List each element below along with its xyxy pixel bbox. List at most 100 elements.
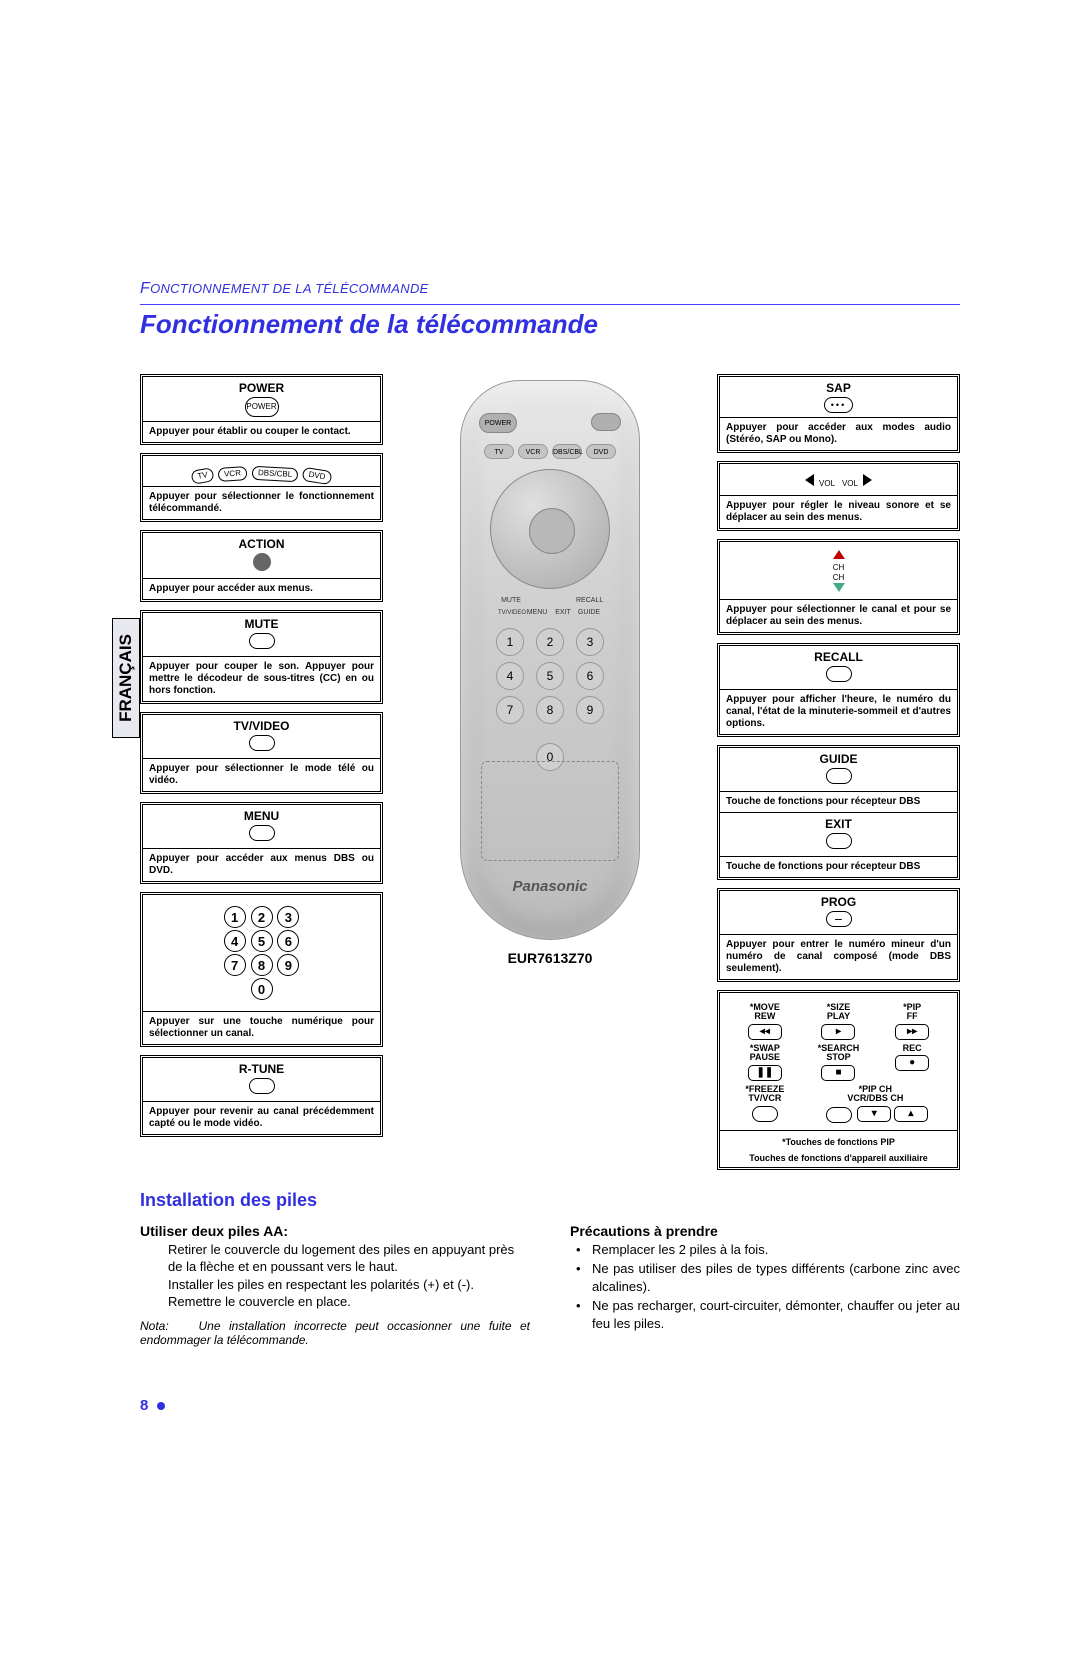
fn-box: *MOVE REW◂◂*SIZE PLAY▸*PIP FF▸▸*SWAP PAU… <box>717 990 960 1170</box>
numpad-desc: Appuyer sur une touche numérique pour sé… <box>149 1016 374 1040</box>
exit-label: EXIT <box>726 817 951 831</box>
num-3: 3 <box>277 906 299 928</box>
fn-cell-label: *SEARCH STOP <box>806 1044 872 1063</box>
fn-cell-label: *SWAP PAUSE <box>732 1044 798 1063</box>
page-dot-icon <box>157 1402 165 1410</box>
sap-desc: Appuyer pour accéder aux modes audio (St… <box>726 422 951 446</box>
mode-desc: Appuyer pour sélectionner le fonctionnem… <box>149 491 374 515</box>
vol-txt-r: VOL <box>842 479 858 488</box>
page-title: Fonctionnement de la télécommande <box>140 309 960 340</box>
remote-chip-vcr: VCR <box>518 444 548 459</box>
sap-label: SAP <box>726 381 951 395</box>
install-sub: Utiliser deux piles AA: <box>140 1223 530 1239</box>
recall-icon <box>826 666 852 682</box>
left-column: POWER POWER Appuyer pour établir ou coup… <box>140 374 383 1170</box>
menu-desc: Appuyer pour accéder aux menus DBS ou DV… <box>149 853 374 877</box>
mute-box: MUTE Appuyer pour couper le son. Appuyer… <box>140 610 383 704</box>
bottom-columns: Utiliser deux piles AA: Retirer le couve… <box>140 1217 960 1347</box>
ch-desc: Appuyer pour sélectionner le canal et po… <box>726 604 951 628</box>
guide-exit-box: GUIDE Touche de fonctions pour récepteur… <box>717 745 960 880</box>
sap-box: SAP ••• Appuyer pour accéder aux modes a… <box>717 374 960 453</box>
precautions-column: Précautions à prendre Remplacer les 2 pi… <box>570 1217 960 1347</box>
running-head: FONCTIONNEMENT DE LA TÉLÉCOMMANDE <box>140 280 960 298</box>
mute-icon <box>249 633 275 649</box>
vol-txt-l: VOL <box>819 479 835 488</box>
fn-foot2: Touches de fonctions d'appareil auxiliai… <box>726 1153 951 1163</box>
remote-sap-btn <box>591 413 621 431</box>
fn-cell-btn: ■ <box>806 1065 872 1081</box>
fn-cell: *SEARCH STOP ■ <box>806 1044 872 1081</box>
sap-icon: ••• <box>824 397 853 413</box>
remote-chip-dbs: DBS/CBL <box>552 444 582 459</box>
power-label: POWER <box>149 381 374 395</box>
remote-row-a: MUTERECALL <box>461 597 639 604</box>
num-0: 0 <box>251 978 273 1000</box>
vol-desc: Appuyer pour régler le niveau sonore et … <box>726 500 951 524</box>
language-tab: FRANÇAIS <box>112 618 140 738</box>
remote-column: POWER TV VCR DBS/CBL DVD MUTERECALL TV/VIDE… <box>393 374 707 1170</box>
exit-icon <box>826 833 852 849</box>
menu-icon <box>249 825 275 841</box>
fn-cell-btn: ▸▸ <box>879 1024 945 1040</box>
remote-brand: Panasonic <box>461 878 639 895</box>
fn-cell: *SWAP PAUSE❚❚ <box>732 1044 798 1081</box>
remote-power-btn: POWER <box>479 413 517 433</box>
vol-right-icon <box>863 474 872 486</box>
num-2: 2 <box>251 906 273 928</box>
remote-chip-dvd: DVD <box>586 444 616 459</box>
numpad-grid: 1 2 3 4 5 6 7 8 9 0 <box>149 899 374 1007</box>
remote-mode-row: TV VCR DBS/CBL DVD <box>461 441 639 459</box>
guide-label: GUIDE <box>726 752 951 766</box>
action-desc: Appuyer pour accéder aux menus. <box>149 583 374 595</box>
right-column: SAP ••• Appuyer pour accéder aux modes a… <box>717 374 960 1170</box>
vol-left-icon <box>805 474 814 486</box>
rtune-box: R-TUNE Appuyer pour revenir au canal pré… <box>140 1055 383 1137</box>
precautions-heading: Précautions à prendre <box>570 1223 960 1239</box>
install-line-3: Remettre le couvercle en place. <box>140 1293 530 1311</box>
num-1: 1 <box>224 906 246 928</box>
ch-txt-1: CH <box>726 563 951 572</box>
callout-layout: POWER POWER Appuyer pour établir ou coup… <box>140 374 960 1170</box>
chip-tv: TV <box>190 467 214 485</box>
precautions-list: Remplacer les 2 piles à la fois. Ne pas … <box>570 1241 960 1333</box>
action-box: ACTION Appuyer pour accéder aux menus. <box>140 530 383 602</box>
ch-box: CH CH Appuyer pour sélectionner le canal… <box>717 539 960 635</box>
rtune-label: R-TUNE <box>149 1062 374 1076</box>
tvvideo-desc: Appuyer pour sélectionner le mode télé o… <box>149 763 374 787</box>
chip-vcr: VCR <box>218 466 248 482</box>
nota-text: Une installation incorrecte peut occasio… <box>140 1319 530 1347</box>
fn-cell-label: *SIZE PLAY <box>806 1003 872 1022</box>
num-9: 9 <box>277 954 299 976</box>
fn-cell-btn <box>732 1106 798 1124</box>
recall-label: RECALL <box>726 650 951 664</box>
chip-dbs: DBS/CBL <box>252 466 299 482</box>
remote-chip-tv: TV <box>484 444 514 459</box>
prog-icon: − <box>826 911 852 927</box>
prog-desc: Appuyer pour entrer le numéro mineur d'u… <box>726 939 951 975</box>
ch-icons: CH CH <box>726 550 951 595</box>
fn-cell-label: *FREEZE TV/VCR <box>732 1085 798 1104</box>
install-column: Utiliser deux piles AA: Retirer le couve… <box>140 1217 530 1347</box>
menu-label: MENU <box>149 809 374 823</box>
num-5: 5 <box>251 930 273 952</box>
fn-cell-btn: ▾ ▴ <box>806 1106 945 1123</box>
remote-row-b: TV/VIDEOMENUEXITGUIDE <box>461 609 639 616</box>
vol-icons: VOL VOL <box>726 474 951 489</box>
guide-desc: Touche de fonctions pour récepteur DBS <box>726 796 951 808</box>
fn-cell: *SIZE PLAY▸ <box>806 1003 872 1040</box>
prec-2: Ne pas utiliser des piles de types diffé… <box>592 1260 960 1295</box>
exit-desc: Touche de fonctions pour récepteur DBS <box>726 861 951 873</box>
recall-box: RECALL Appuyer pour afficher l'heure, le… <box>717 643 960 737</box>
install-line-2: Installer les piles en respectant les po… <box>140 1276 530 1294</box>
install-heading: Installation des piles <box>140 1190 960 1211</box>
power-icon: POWER <box>245 397 279 417</box>
rtune-desc: Appuyer pour revenir au canal précédemme… <box>149 1106 374 1130</box>
power-desc: Appuyer pour établir ou couper le contac… <box>149 426 374 438</box>
chip-dvd: DVD <box>302 467 333 485</box>
mode-chips: TV VCR DBS/CBL DVD <box>149 466 374 480</box>
mute-desc: Appuyer pour couper le son. Appuyer pour… <box>149 661 374 697</box>
fn-cell: *FREEZE TV/VCR <box>732 1085 798 1124</box>
remote-nav-ring <box>490 469 610 589</box>
fn-cell-label: REC <box>879 1044 945 1053</box>
prec-3: Ne pas recharger, court-circuiter, démon… <box>592 1297 960 1332</box>
